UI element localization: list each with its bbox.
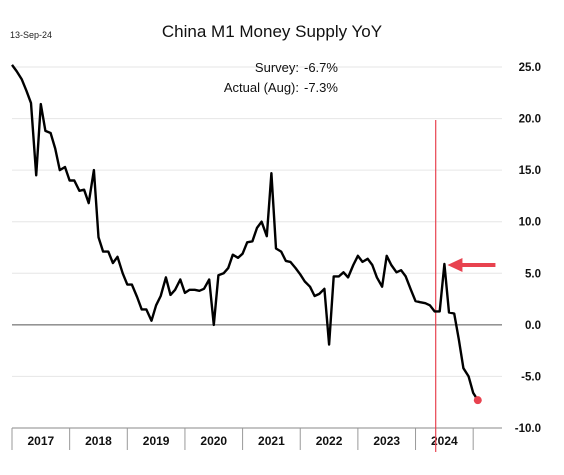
x-tick-label: 2023 — [373, 434, 400, 448]
y-tick-label: -10.0 — [515, 423, 541, 435]
actual-label: Actual (Aug): — [224, 80, 299, 95]
y-axis: 25.0 20.0 15.0 10.0 5.0 0.0 -5.0 -10.0 — [515, 62, 541, 435]
x-tick-label: 2017 — [27, 434, 54, 448]
y-tick-label: 10.0 — [519, 217, 541, 229]
survey-label: Survey: — [255, 60, 299, 75]
date-label: 13-Sep-24 — [10, 30, 52, 40]
y-tick-label: 0.0 — [525, 320, 541, 332]
x-tick-label: 2024 — [431, 434, 458, 448]
plot-frame — [12, 324, 502, 429]
y-tick-label: 5.0 — [525, 268, 541, 280]
x-axis: 2017 2018 2019 2020 2021 2022 2023 2024 — [11, 428, 474, 450]
x-tick-label: 2021 — [258, 434, 285, 448]
y-tick-label: 15.0 — [519, 165, 541, 177]
x-tick-label: 2022 — [316, 434, 343, 448]
y-tick-label: 25.0 — [519, 62, 541, 74]
x-tick-label: 2018 — [85, 434, 112, 448]
y-tick-label: -5.0 — [521, 371, 541, 383]
actual-value: -7.3% — [304, 80, 338, 95]
chart-title: China M1 Money Supply YoY — [162, 22, 382, 41]
arrow-head — [447, 258, 463, 273]
plot-marks — [11, 64, 496, 452]
x-tick-label: 2020 — [200, 434, 227, 448]
survey-value: -6.7% — [304, 60, 338, 75]
last-point-marker — [473, 396, 482, 405]
x-tick-label: 2019 — [143, 434, 170, 448]
y-tick-label: 20.0 — [519, 114, 541, 126]
series-line — [11, 64, 479, 401]
